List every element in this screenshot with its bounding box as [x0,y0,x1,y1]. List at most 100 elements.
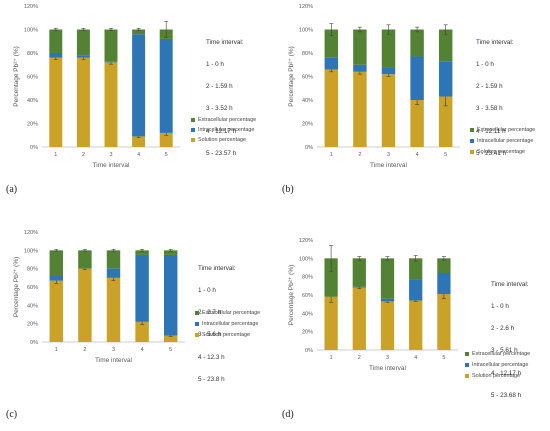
y-tick-label: 120% [299,238,313,244]
time-interval-title: Time interval: [206,38,244,46]
bar-solution [381,74,396,147]
bar-solution [76,57,90,148]
bar-extracellular [380,258,395,299]
time-interval-item: 1 - 0 h [198,287,216,295]
bar-solution [437,294,451,350]
y-tick-label: 80% [27,267,38,273]
x-axis-title: Time interval [370,162,408,169]
bar-extracellular [49,29,63,53]
x-tick-label: 5 [165,152,168,158]
chart-b-plot: 0% 20% 40% 60% 80% 100% 120% 1 2 3 4 5 Time interval… [288,4,460,169]
bar-intracellular [106,268,121,278]
x-tick-label: 3 [386,355,389,361]
legend-label: Extracellular percentage [472,351,531,357]
legend-swatch-solution [465,373,469,378]
x-tick-label: 2 [82,152,85,158]
x-tick-label: 1 [54,152,57,158]
bar-intracellular [49,276,64,281]
legend-extracellular: Extracellular percentage [191,117,256,123]
bar-solution [409,300,423,350]
y-tick-label: 120% [24,4,38,10]
y-tick-label: 40% [302,98,313,104]
bar-intracellular [135,254,149,322]
bar-extracellular [438,29,453,62]
time-interval-item: 5 - 23.57 h [206,149,237,157]
bar-intracellular [438,61,453,97]
y-tick-label: 20% [27,322,38,328]
y-tick-label: 80% [302,51,313,57]
bar-intracellular [380,298,395,302]
legend-extracellular: Extracellular percentage [470,127,535,133]
bar-extracellular [135,250,149,255]
legend-swatch-extracellular [191,117,195,122]
chart-panel-d: 0% 20% 40% 60% 80% 100% 120% 1 2 3 4 5 Time interval… [275,216,550,431]
bar-solution [104,62,118,147]
y-tick-label: 0% [305,145,313,151]
bar-intracellular [132,34,146,137]
bar-intracellular [159,38,173,133]
bar-intracellular [163,254,178,336]
bar-extracellular [410,29,424,57]
time-interval-item: 2 - 2.7 h [198,309,222,317]
bar-intracellular [409,279,423,301]
chart-a-plot: 0% 20% 40% 60% 80% 100% 120% 1 2 3 4 5 Time interval… [13,4,180,169]
y-tick-label: 20% [27,122,38,128]
legend-swatch-intracellular [470,138,474,143]
legend-intracellular: Intracellular percentage [470,138,533,144]
x-tick-label: 3 [109,152,112,158]
y-tick-label: 60% [302,75,313,81]
y-tick-label: 60% [302,293,313,299]
bar-intracellular [410,56,424,100]
y-tick-label: 100% [299,28,313,34]
y-tick-label: 40% [302,311,313,317]
bar-intracellular [49,53,63,58]
chart-panel-c: 0% 20% 40% 60% 80% 100% 120% 1 2 3 4 5 Time interval… [0,216,275,431]
bar-extracellular [324,29,339,58]
panel-label-c: (c) [6,409,18,420]
time-interval-item: 3 - 3.58 h [476,105,503,113]
legend-swatch-solution [191,137,195,142]
bar-extracellular [352,258,366,287]
time-interval-box-a: Time interval: 1 - 0 h 2 - 1.59 h 3 - 3.… [206,24,244,172]
chart-panel-b: 0% 20% 40% 60% 80% 100% 120% 1 2 3 4 5 Time interval… [275,0,550,215]
y-axis-title: Percentage Pb²⁺ (%) [288,265,295,326]
bar-intracellular [76,55,90,58]
legend-swatch-extracellular [465,351,469,356]
y-tick-label: 0% [30,145,38,151]
bar-solution [163,335,178,342]
time-interval-item: 2 - 2.6 h [491,325,515,333]
legend-intracellular: Intracellular percentage [195,321,258,327]
y-tick-label: 60% [27,285,38,291]
bar-extracellular [78,250,92,269]
legend-swatch-intracellular [195,321,199,326]
x-tick-label: 1 [330,355,333,361]
x-tick-label: 3 [112,347,115,353]
time-interval-item: 5 - 23.68 h [491,391,522,399]
panel-label-d: (d) [282,409,294,420]
bar-extracellular [409,258,423,280]
time-interval-item: 3 - 3.52 h [206,105,233,113]
legend-solution: Solution percentage [470,149,525,155]
legend-intracellular: Intracellular percentage [191,127,254,133]
bar-extracellular [76,29,90,56]
bar-solution [324,69,339,147]
bar-extracellular [104,29,118,62]
bar-intracellular [353,64,367,72]
time-interval-item: 1 - 0 h [476,61,494,69]
x-tick-label: 5 [444,152,447,158]
x-axis-title: Time interval [369,365,407,372]
time-interval-item: 4 - 12.17 h [491,369,522,377]
time-interval-item: 1 - 0 h [491,303,509,311]
bar-solution [132,136,146,147]
chart-panel-a: 0% 20% 40% 60% 80% 100% 120% 1 2 3 4 5 Time interval… [0,0,275,215]
y-tick-label: 40% [27,303,38,309]
x-tick-label: 5 [442,355,445,361]
legend-label: Intracellular percentage [477,138,534,144]
legend-solution: Solution percentage [195,332,250,338]
bar-solution [353,71,367,147]
y-tick-label: 80% [27,51,38,57]
legend-label: Intracellular percentage [198,127,255,133]
time-interval-box-b: Time interval: 1 - 0 h 2 - 1.59 h 3 - 3.… [476,24,514,172]
y-tick-label: 20% [302,122,313,128]
x-tick-label: 4 [137,152,140,158]
